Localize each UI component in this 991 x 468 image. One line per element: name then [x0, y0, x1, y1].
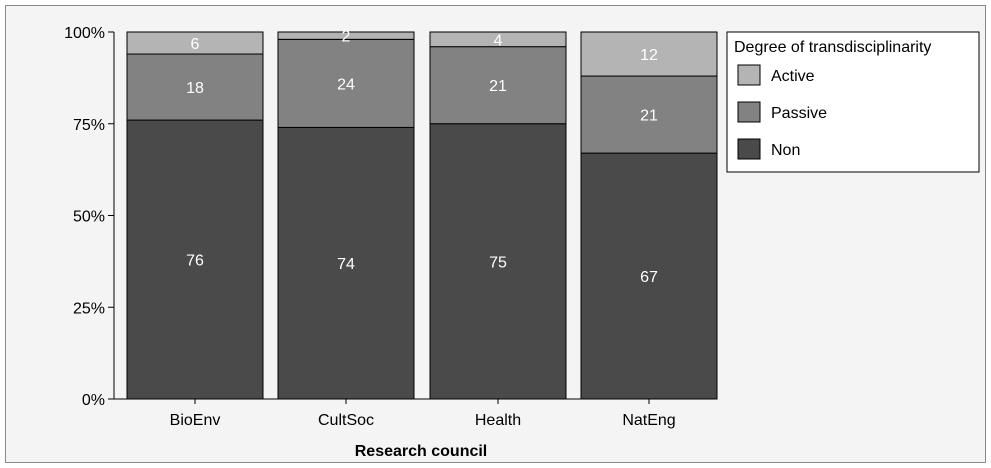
data-label-active-cultsoc: 2 — [342, 29, 351, 46]
bar-passive-health — [429, 46, 567, 125]
x-tick-label-health: Health — [475, 412, 521, 429]
legend-swatch-non — [737, 138, 761, 160]
x-tick-label-bioenv: BioEnv — [170, 412, 221, 429]
bar-active-nateng — [580, 31, 718, 77]
legend-title: Degree of transdisciplinarity — [734, 39, 931, 56]
x-tick-label-nateng: NatEng — [622, 412, 675, 429]
data-label-active-bioenv: 6 — [191, 36, 200, 53]
bar-passive-bioenv — [126, 53, 264, 121]
x-axis: BioEnv CultSoc Health NatEng — [114, 398, 717, 429]
data-label-active-nateng: 12 — [640, 47, 658, 64]
y-tick-label: 25% — [73, 300, 105, 317]
legend: Degree of transdisciplinarity Active Pass… — [726, 31, 980, 173]
data-label-non-health: 75 — [489, 254, 507, 271]
legend-label-non: Non — [771, 142, 800, 159]
y-tick-label: 75% — [73, 117, 105, 134]
bar-active-bioenv — [126, 31, 264, 55]
data-label-passive-health: 21 — [489, 78, 507, 95]
y-axis: 0% 25% 50% 75% 100% — [64, 25, 115, 409]
bar-passive-cultsoc — [277, 38, 415, 128]
legend-box — [726, 31, 980, 173]
legend-swatch-active — [737, 64, 761, 86]
bar-non-nateng — [580, 152, 718, 400]
bar-active-cultsoc — [277, 31, 415, 40]
data-label-non-cultsoc: 74 — [337, 256, 355, 273]
bar-non-bioenv — [126, 119, 264, 400]
bar-non-health — [429, 123, 567, 400]
bar-active-health — [429, 31, 567, 48]
legend-label-active: Active — [771, 68, 815, 85]
data-label-passive-bioenv: 18 — [186, 80, 204, 97]
data-label-non-bioenv: 76 — [186, 253, 204, 270]
bars: 76 18 6 74 24 2 75 21 4 67 21 12 — [126, 29, 718, 400]
y-tick-label: 100% — [64, 25, 105, 42]
bar-passive-nateng — [580, 75, 718, 154]
data-label-active-health: 4 — [494, 32, 503, 49]
data-label-passive-cultsoc: 24 — [337, 76, 355, 93]
data-label-passive-nateng: 21 — [640, 108, 658, 125]
x-axis-title: Research council — [355, 443, 488, 460]
legend-swatch-passive — [737, 101, 761, 123]
data-label-non-nateng: 67 — [640, 269, 658, 286]
x-tick-label-cultsoc: CultSoc — [318, 412, 374, 429]
y-tick-label: 0% — [82, 392, 105, 409]
legend-label-passive: Passive — [771, 105, 827, 122]
y-tick-label: 50% — [73, 209, 105, 226]
